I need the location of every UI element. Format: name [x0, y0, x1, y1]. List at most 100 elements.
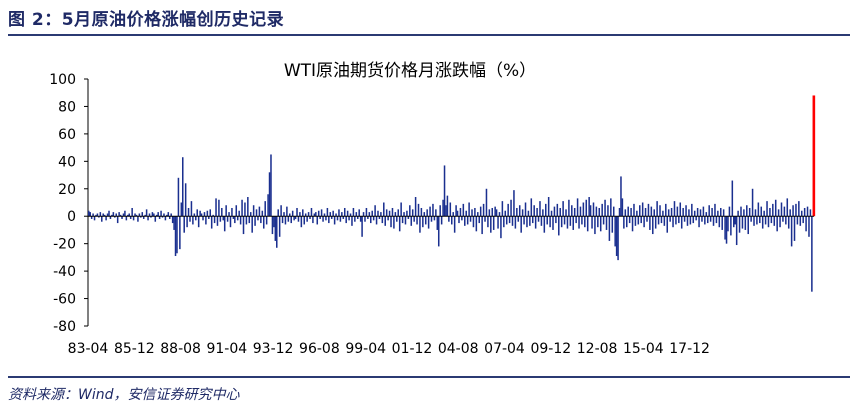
bar — [625, 216, 628, 228]
bar — [464, 216, 466, 226]
bar — [718, 216, 721, 228]
bar — [706, 216, 709, 224]
bar — [721, 216, 723, 230]
bar — [686, 216, 689, 226]
bar — [306, 216, 308, 222]
bar — [764, 216, 767, 225]
bar — [270, 154, 272, 217]
bar — [513, 190, 515, 217]
bar — [805, 216, 807, 232]
bar — [294, 216, 297, 219]
bar — [171, 216, 174, 224]
bar — [665, 203, 667, 217]
bar — [592, 202, 595, 217]
bar — [186, 216, 188, 228]
bar — [192, 216, 194, 225]
bar — [614, 216, 616, 247]
bar — [343, 207, 346, 217]
bar — [685, 205, 687, 217]
bar — [437, 216, 440, 247]
bar — [451, 216, 453, 225]
bar — [556, 203, 559, 217]
bar — [516, 207, 518, 217]
bar — [712, 216, 715, 226]
bar — [423, 212, 426, 217]
bar — [733, 216, 735, 228]
bar — [267, 194, 269, 217]
bar — [591, 216, 593, 229]
bar — [446, 195, 449, 217]
bar — [520, 216, 522, 233]
bar — [417, 203, 420, 217]
bar — [374, 205, 376, 217]
bar — [623, 216, 625, 229]
bar — [490, 216, 492, 233]
bar — [503, 216, 505, 228]
bar — [115, 213, 117, 217]
bar — [155, 214, 158, 217]
bar — [96, 213, 99, 217]
bar — [153, 213, 155, 217]
bar — [550, 210, 553, 217]
bar — [225, 205, 227, 217]
bar — [572, 216, 574, 230]
bar — [309, 216, 311, 219]
bar — [300, 216, 303, 228]
bar — [184, 183, 187, 217]
bar — [780, 202, 783, 217]
bar — [692, 216, 695, 224]
bar — [95, 214, 97, 217]
bar — [534, 216, 537, 229]
bar — [731, 180, 734, 217]
bar — [262, 216, 265, 229]
bar — [255, 209, 258, 217]
bar — [154, 216, 157, 222]
bar — [533, 205, 535, 217]
bar — [404, 216, 407, 225]
bar — [569, 216, 572, 226]
bar — [530, 198, 533, 217]
bar — [361, 216, 363, 237]
bar — [88, 210, 90, 217]
bar — [338, 209, 340, 217]
bar — [291, 210, 294, 217]
bar — [695, 216, 697, 221]
bar — [278, 216, 281, 237]
bar — [777, 209, 780, 217]
bar — [689, 216, 692, 225]
bar — [547, 197, 550, 217]
bar — [119, 214, 122, 217]
bar — [273, 216, 275, 228]
bar — [760, 206, 763, 217]
bar — [809, 209, 812, 217]
bar — [260, 216, 262, 224]
bar — [209, 209, 211, 217]
bar — [650, 206, 653, 217]
bar — [779, 216, 781, 228]
bar — [388, 210, 391, 217]
bar — [137, 216, 139, 222]
bar — [688, 209, 690, 217]
x-tick-label: 85-12 — [114, 341, 155, 357]
bar — [238, 210, 240, 217]
bar — [649, 216, 651, 230]
bar — [803, 207, 806, 217]
bar — [141, 212, 144, 217]
bar — [229, 216, 232, 228]
bar — [391, 207, 394, 217]
bar — [348, 216, 350, 221]
bar — [427, 216, 430, 229]
bar — [390, 216, 392, 228]
bar — [576, 198, 579, 217]
bar — [375, 216, 378, 225]
bar — [236, 216, 239, 221]
figure-header: 图 2：5月原油价格涨幅创历史记录 — [8, 4, 850, 36]
bar — [585, 199, 588, 217]
bar — [526, 216, 528, 228]
bar — [798, 201, 800, 217]
bar — [268, 172, 271, 217]
bar — [558, 216, 560, 236]
bar — [653, 209, 655, 217]
bar — [125, 216, 128, 221]
bar — [717, 210, 719, 217]
